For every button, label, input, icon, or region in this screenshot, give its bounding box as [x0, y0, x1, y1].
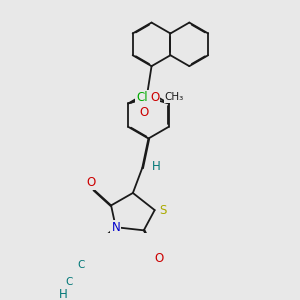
Text: O: O [86, 176, 95, 189]
Text: O: O [155, 252, 164, 265]
Text: Cl: Cl [136, 91, 148, 104]
Text: H: H [58, 288, 67, 300]
Text: O: O [139, 106, 148, 119]
Text: S: S [159, 204, 166, 217]
Text: C: C [65, 277, 73, 287]
Text: N: N [111, 221, 120, 234]
Text: O: O [150, 91, 159, 104]
Text: H: H [152, 160, 161, 173]
Text: C: C [78, 260, 85, 270]
Text: CH₃: CH₃ [164, 92, 183, 102]
